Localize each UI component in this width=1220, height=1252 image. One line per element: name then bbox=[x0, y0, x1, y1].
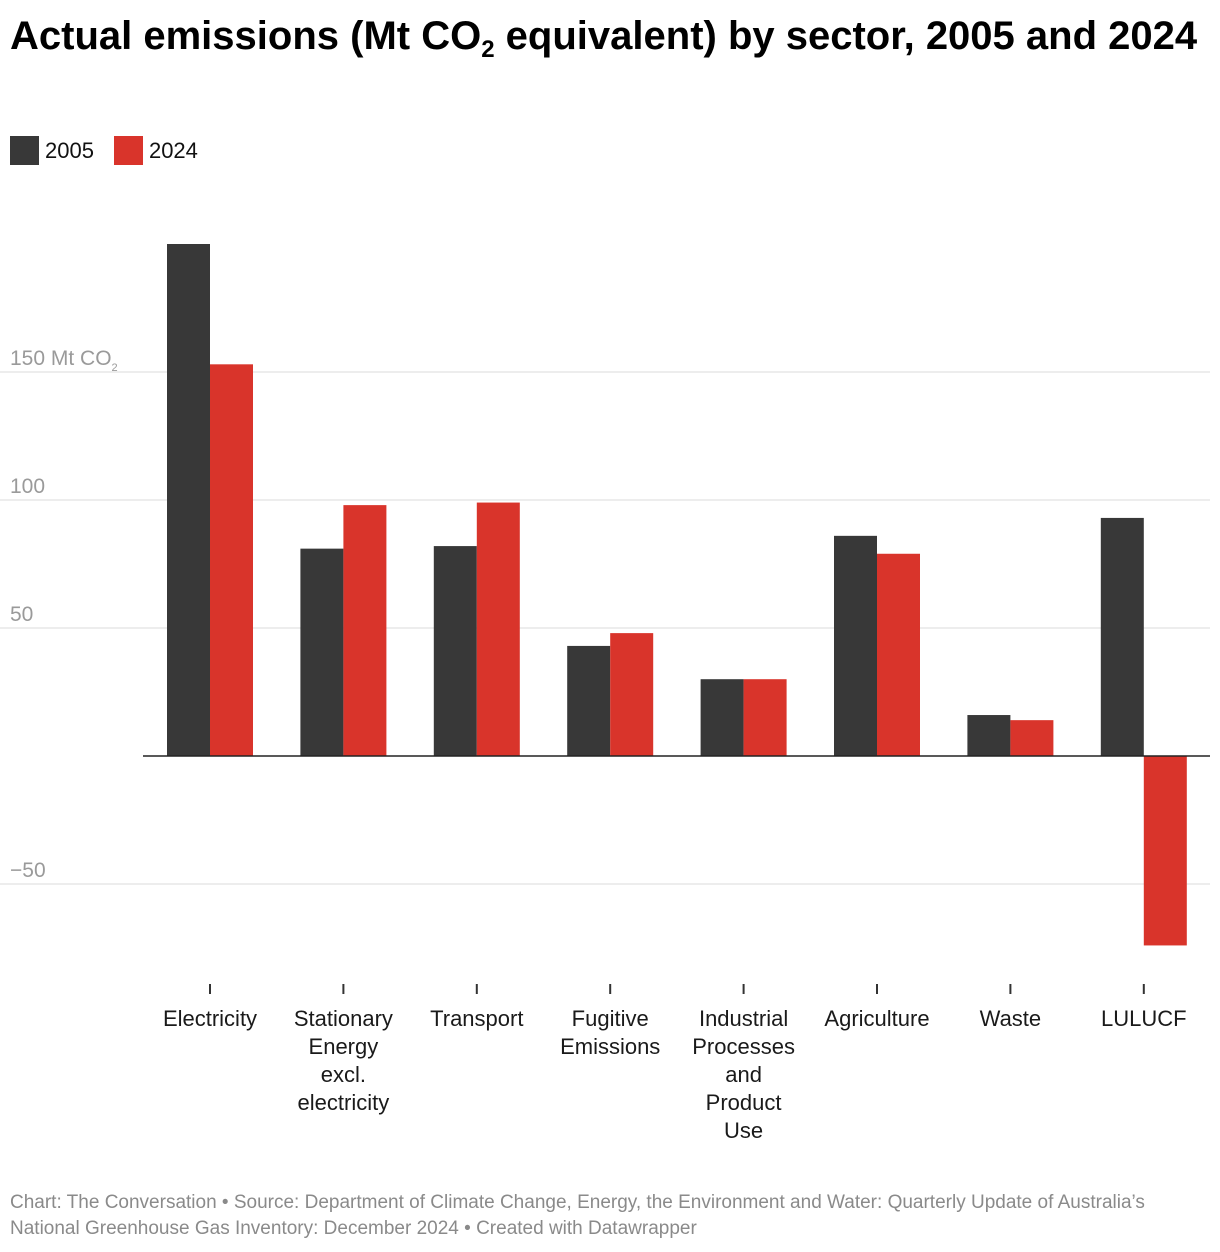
bar-2024 bbox=[210, 364, 253, 756]
bar-2005 bbox=[567, 645, 611, 756]
bar-2024 bbox=[610, 633, 654, 756]
bar-2005 bbox=[167, 244, 210, 756]
chart-title: Actual emissions (Mt CO2 equivalent) by … bbox=[10, 14, 1198, 63]
bar-2024 bbox=[343, 505, 387, 756]
y-tick-label: 100 bbox=[10, 475, 45, 498]
x-tick-label: Transport bbox=[430, 1006, 523, 1031]
bar-2024 bbox=[1010, 720, 1054, 756]
bar-2005 bbox=[300, 548, 344, 756]
bar-2005 bbox=[700, 679, 744, 756]
bar-chart: 150 Mt CO2 100 50 −50 Electricity Stationary E… bbox=[0, 244, 1210, 1143]
y-tick-label: −50 bbox=[10, 859, 46, 882]
bar-2024 bbox=[743, 679, 787, 756]
legend: 2005 2024 bbox=[10, 136, 218, 165]
bar-2024 bbox=[476, 502, 520, 756]
x-tick-label: Electricity bbox=[163, 1006, 257, 1031]
bar-2024 bbox=[877, 553, 920, 756]
y-tick-label: 50 bbox=[10, 603, 33, 626]
legend-item-2005: 2005 bbox=[10, 136, 94, 165]
bar-2024 bbox=[1143, 756, 1187, 946]
legend-swatch-2024 bbox=[113, 136, 143, 165]
legend-label-2005: 2005 bbox=[45, 137, 94, 163]
legend-item-2024: 2024 bbox=[113, 136, 198, 165]
source-footer: Chart: The Conversation • Source: Depart… bbox=[10, 1192, 1145, 1239]
bar-2005 bbox=[967, 715, 1011, 756]
x-tick-label: Fugitive Emissions bbox=[560, 1006, 660, 1059]
legend-swatch-2005 bbox=[10, 136, 39, 165]
x-tick-label: LULUCF bbox=[1101, 1006, 1187, 1031]
x-tick-label: Industrial Processes and Product Use bbox=[692, 1006, 795, 1143]
x-tick-label: Agriculture bbox=[824, 1006, 929, 1031]
bar-2005 bbox=[1100, 517, 1144, 756]
legend-label-2024: 2024 bbox=[148, 137, 198, 163]
x-tick-label: Waste bbox=[980, 1006, 1042, 1031]
bar-2005 bbox=[834, 535, 877, 756]
x-tick-label: Stationary Energy excl. electricity bbox=[294, 1006, 393, 1115]
y-tick-label: 150 Mt CO2 bbox=[10, 347, 118, 374]
bar-2005 bbox=[433, 546, 477, 756]
